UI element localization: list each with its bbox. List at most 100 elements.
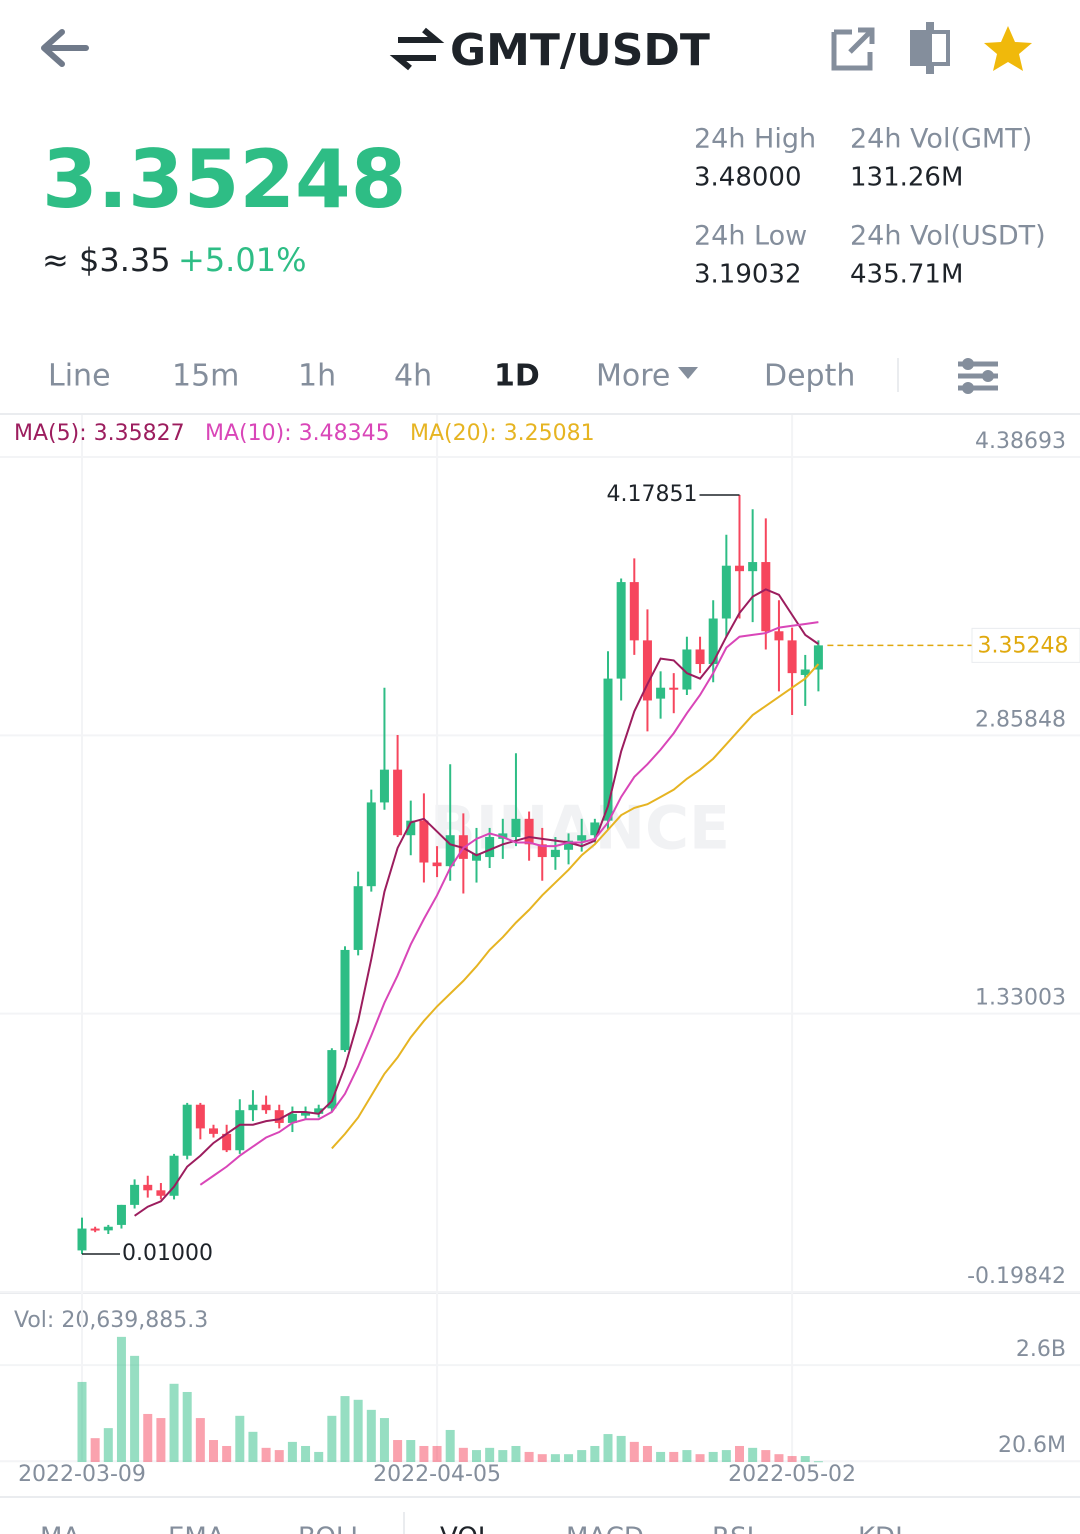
candle-body <box>800 669 810 675</box>
star-glyph <box>984 26 1032 71</box>
tab[interactable]: Depth <box>764 359 855 394</box>
layout-icon[interactable] <box>910 22 950 74</box>
candle-body <box>721 565 731 619</box>
tab[interactable]: 1h <box>298 359 336 394</box>
candle-body <box>77 1228 87 1251</box>
volume-label: Vol: 20,639,885.3 <box>14 1308 208 1333</box>
volume-bar <box>90 1438 100 1462</box>
volume-bar <box>261 1447 271 1462</box>
volume-bar <box>472 1450 481 1462</box>
volume-bar <box>748 1447 758 1462</box>
tab[interactable]: 15m <box>172 359 239 394</box>
chart-settings[interactable] <box>958 358 998 394</box>
stat-label: 24h High <box>694 124 816 155</box>
volume-bar <box>235 1415 245 1462</box>
indicator-tabs: MA EMA BOLL VOL MACD RSI KDJ <box>40 1523 903 1534</box>
volume-bar <box>656 1451 666 1462</box>
candle-body <box>235 1110 245 1151</box>
volume-bar <box>116 1336 126 1462</box>
volume-bar <box>458 1447 468 1462</box>
tab[interactable]: More <box>596 359 670 394</box>
candle-body <box>261 1104 271 1111</box>
last-price-tag <box>971 627 1080 663</box>
volume-bar <box>787 1456 797 1462</box>
volume-bar <box>603 1434 613 1462</box>
last-price: 3.35248 <box>42 133 406 226</box>
volume-bar <box>695 1454 705 1462</box>
candle-body <box>90 1228 100 1231</box>
candle-body <box>748 562 758 572</box>
volume-bar <box>77 1381 87 1462</box>
settings-knob <box>962 358 974 370</box>
indicator-tab[interactable]: MA <box>40 1523 80 1534</box>
legend-entry: MA(10): 3.48345 <box>205 421 390 446</box>
stat-label: 24h Vol(GMT) <box>850 124 1032 155</box>
volume-bar <box>564 1454 574 1462</box>
volume-bar <box>327 1415 337 1462</box>
candle-body <box>169 1155 179 1196</box>
candle-body <box>379 769 389 803</box>
share-icon[interactable] <box>831 27 875 71</box>
candle-body <box>103 1226 113 1231</box>
candle-body <box>813 645 823 670</box>
volume-bar <box>287 1441 297 1462</box>
tab[interactable]: 1D <box>494 359 540 394</box>
swap-icon[interactable] <box>389 27 445 71</box>
indicator-tab[interactable]: VOL <box>440 1523 493 1534</box>
candle-body <box>209 1128 218 1134</box>
candle-body <box>485 837 495 858</box>
candle-body <box>682 649 692 690</box>
indicator-tab[interactable]: EMA <box>168 1523 225 1534</box>
volume-bar <box>642 1445 652 1462</box>
volume-bar <box>445 1429 455 1462</box>
volume-bar <box>301 1445 311 1462</box>
y-tick-label: 1.33003 <box>975 986 1066 1011</box>
volume-bar <box>340 1396 350 1462</box>
volume-bar <box>735 1445 744 1462</box>
tab[interactable]: Line <box>48 359 111 394</box>
tab[interactable]: 4h <box>394 359 432 394</box>
volume-bar <box>406 1440 416 1462</box>
max-label: 4.17851 <box>607 482 698 507</box>
volume-bar <box>393 1440 403 1462</box>
candle-body <box>419 820 429 863</box>
indicator-tab[interactable]: BOLL <box>298 1523 365 1534</box>
candle-body <box>287 1113 297 1123</box>
interval-tabs: Line 15m 1h 4h 1D More Depth <box>48 359 855 394</box>
volume-bar <box>156 1418 166 1462</box>
y-tick-label: 4.38693 <box>975 429 1066 454</box>
candle-body <box>695 649 705 665</box>
volume-bar <box>800 1456 810 1462</box>
back-button[interactable] <box>41 29 89 67</box>
candle-body <box>761 562 771 632</box>
settings-knob <box>982 370 994 382</box>
layout-glyph-bar <box>926 22 934 74</box>
candle-body <box>301 1112 311 1116</box>
y-tick-label: 2.6B <box>1016 1337 1066 1362</box>
dropdown-caret <box>678 367 698 379</box>
indicator-tab[interactable]: MACD <box>566 1523 644 1534</box>
candle-body <box>274 1110 284 1123</box>
min-label: 0.01000 <box>122 1241 213 1266</box>
pair-title: GMT/USDT <box>450 25 710 76</box>
favorite-star[interactable] <box>984 26 1032 71</box>
volume-bar <box>248 1431 258 1462</box>
layout-glyph-cut <box>932 34 946 62</box>
candle-body <box>182 1104 192 1156</box>
indicator-tab[interactable]: RSI <box>712 1523 754 1534</box>
volume-bar <box>721 1450 731 1462</box>
volume-bar <box>182 1391 192 1462</box>
volume-bar <box>577 1450 587 1462</box>
candle-body <box>669 687 679 690</box>
indicator-tab[interactable]: KDJ <box>858 1523 903 1534</box>
candle-body <box>432 862 442 867</box>
volume-bar <box>537 1454 547 1462</box>
y-tick-label: 2.85848 <box>975 707 1066 732</box>
candle-body <box>156 1190 166 1196</box>
legend-entry: MA(20): 3.25081 <box>410 421 595 446</box>
candle-body <box>577 835 587 841</box>
volume-bar <box>498 1450 508 1462</box>
volume-bar <box>274 1450 284 1462</box>
volume-bar <box>682 1450 692 1462</box>
